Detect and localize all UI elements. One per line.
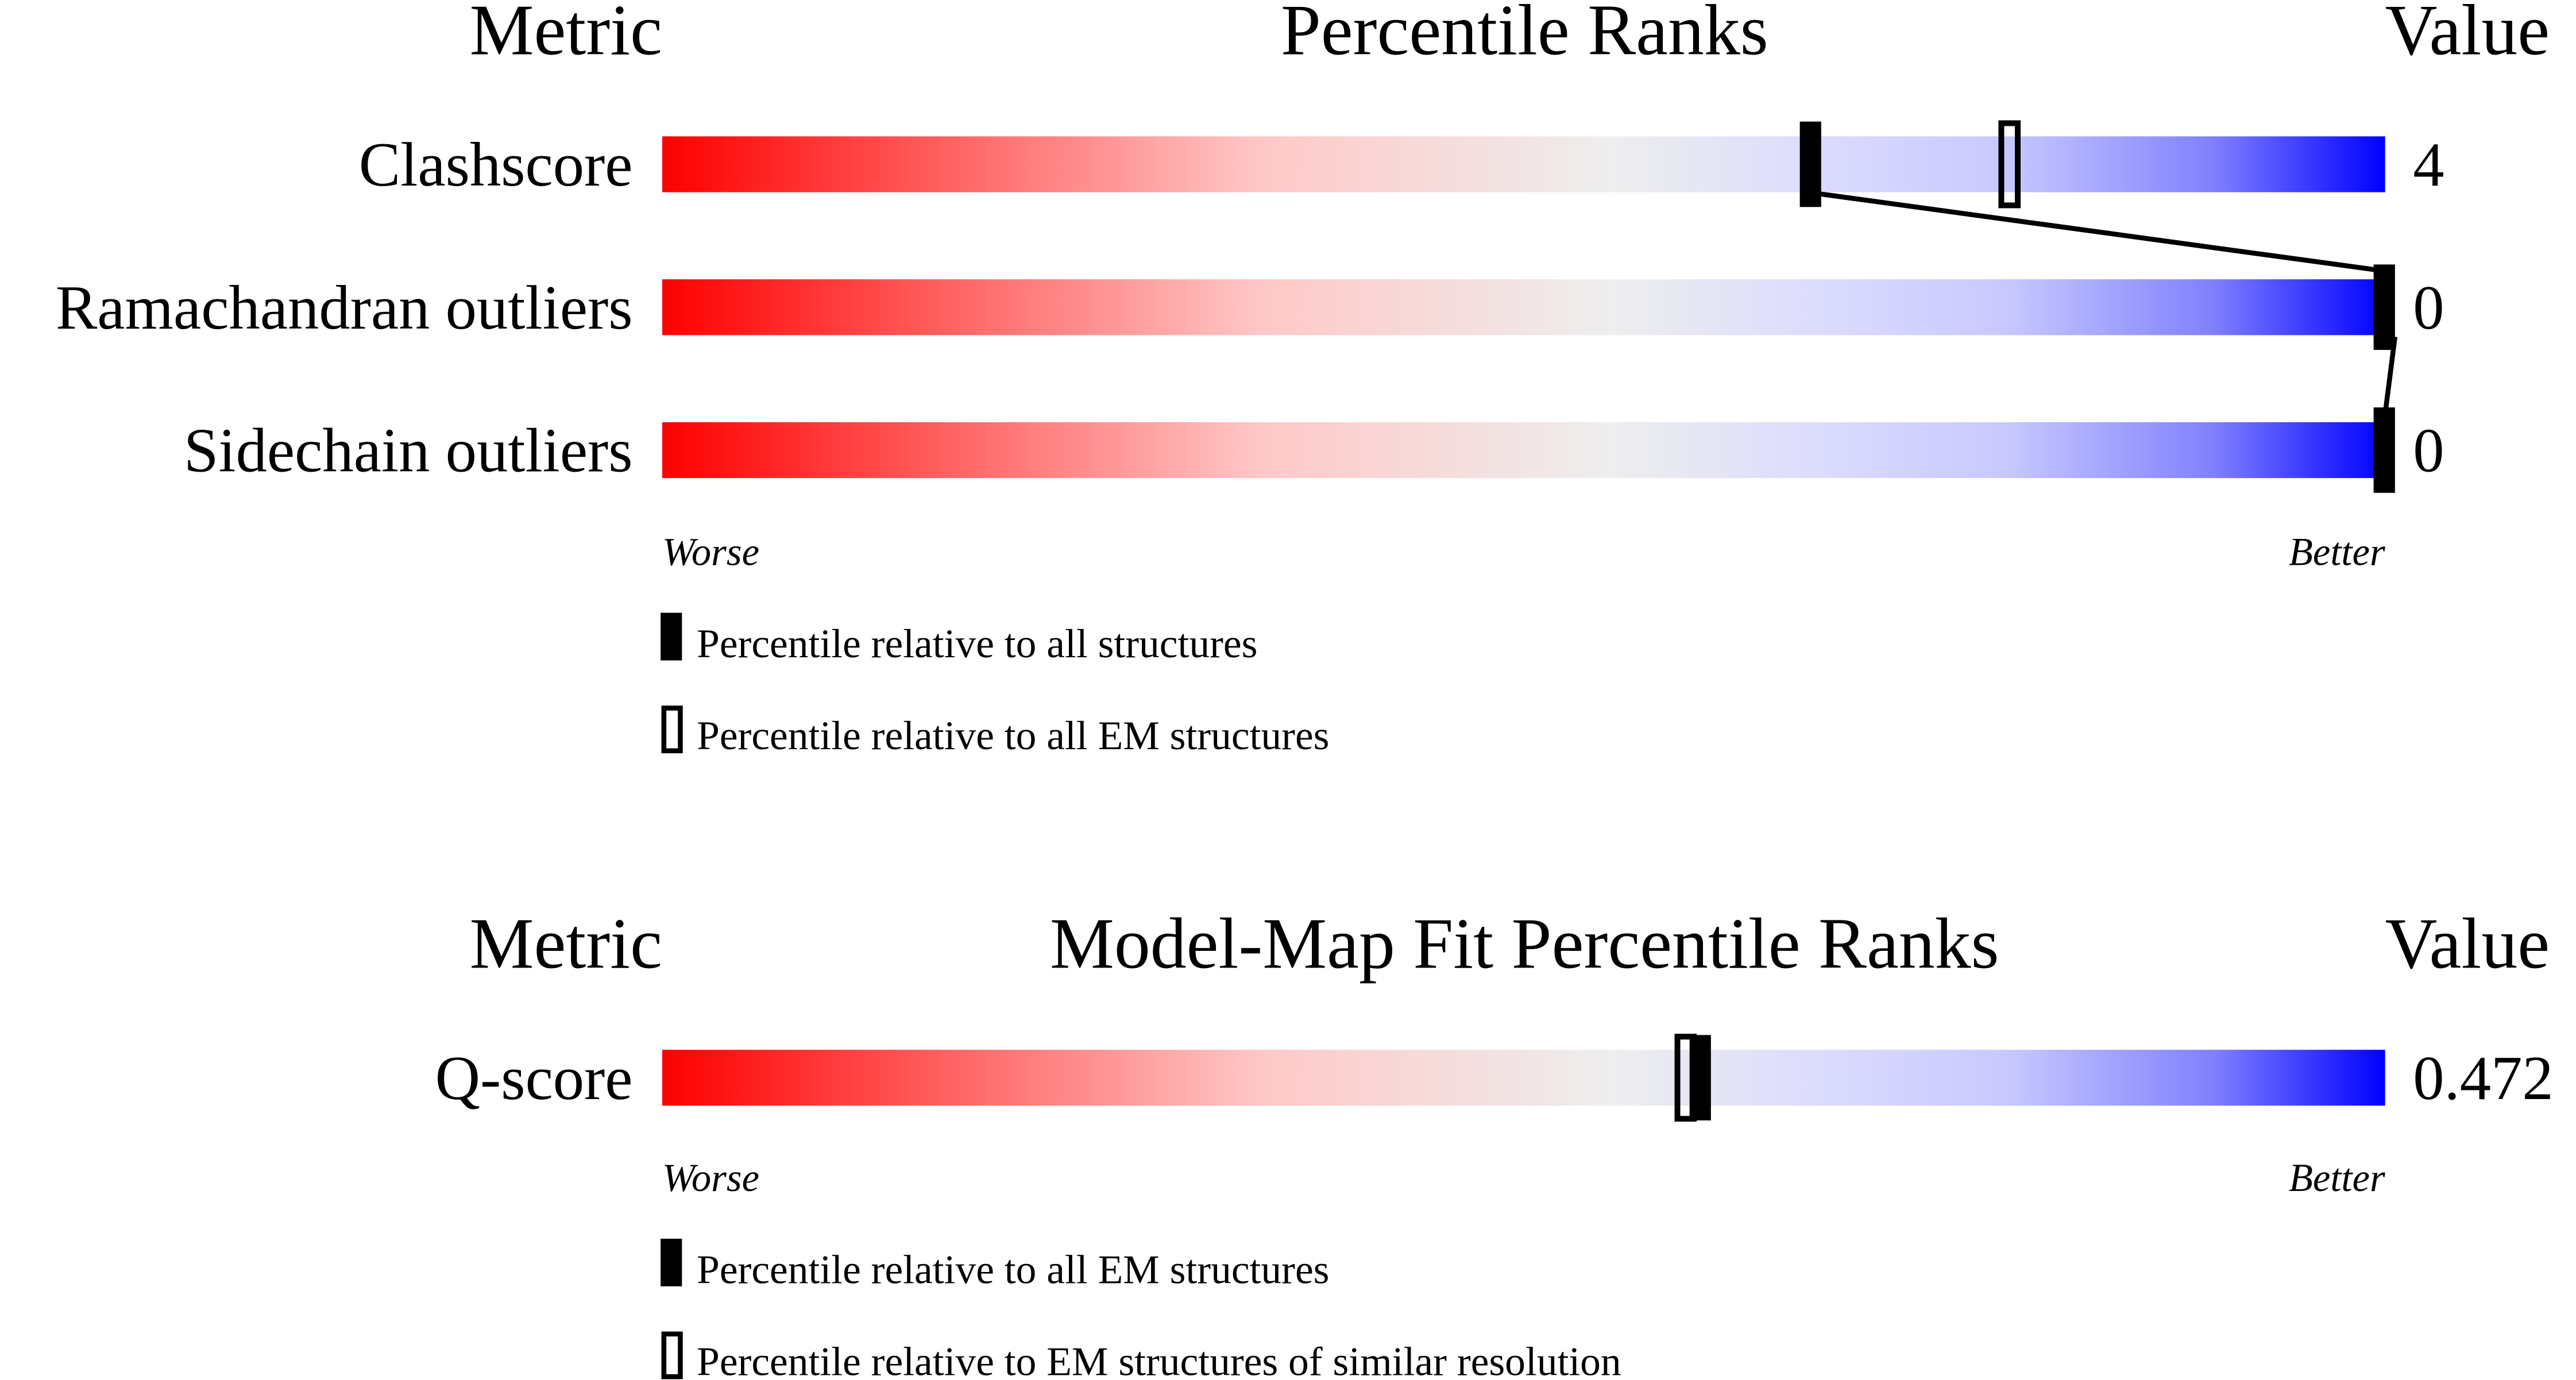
metric-value: 0 (2413, 273, 2444, 342)
connector-line (1819, 191, 2386, 274)
legend-open-marker (661, 1331, 683, 1379)
worse-label: Worse (662, 530, 759, 574)
better-label: Better (2289, 530, 2385, 574)
metric-label: Clashscore (359, 130, 633, 199)
metric-header: Metric (470, 904, 662, 984)
legend-filled-marker (661, 612, 682, 661)
value-header: Value (2385, 904, 2550, 984)
legend-filled-text: Percentile relative to all structures (697, 621, 1257, 666)
chart-title: Model-Map Fit Percentile Ranks (1050, 904, 1999, 984)
worse-label: Worse (662, 1156, 759, 1200)
better-label: Better (2289, 1156, 2385, 1200)
percentile-marker-filled (2373, 264, 2395, 350)
metric-label: Ramachandran outliers (56, 273, 633, 342)
section-2: Metric Model-Map Fit Percentile Ranks Va… (435, 904, 2554, 1380)
percentile-bar (662, 1050, 2385, 1106)
metric-row: Clashscore 4 (359, 120, 2444, 209)
value-header: Value (2385, 0, 2550, 70)
legend-filled-marker (661, 1239, 682, 1287)
percentile-marker-open (1998, 120, 2021, 209)
legend-filled-text: Percentile relative to all EM structures (697, 1247, 1329, 1292)
percentile-marker-filled (1689, 1035, 1711, 1121)
legend-open-text: Percentile relative to EM structures of … (697, 1339, 1621, 1380)
metric-value: 4 (2413, 130, 2444, 199)
section-1: Metric Percentile Ranks Value Clashscore… (56, 0, 2550, 758)
metric-label: Q-score (435, 1043, 633, 1113)
metric-label: Sidechain outliers (184, 416, 633, 485)
metric-row: Sidechain outliers 0 (184, 407, 2444, 493)
metric-value: 0.472 (2413, 1043, 2553, 1113)
percentile-bar (662, 279, 2385, 336)
chart-title: Percentile Ranks (1281, 0, 1768, 70)
percentile-marker-filled (1799, 121, 1821, 207)
legend-open-text: Percentile relative to all EM structures (697, 713, 1329, 758)
percentile-bar (662, 422, 2385, 479)
metric-header: Metric (470, 0, 662, 70)
metric-value: 0 (2413, 416, 2444, 485)
metric-row: Q-score 0.472 (435, 1034, 2554, 1122)
percentile-bar (662, 136, 2385, 192)
connector-line (2382, 336, 2398, 415)
metric-row: Ramachandran outliers 0 (56, 264, 2444, 350)
legend-open-marker (661, 706, 683, 754)
percentile-marker-filled (2373, 407, 2395, 493)
